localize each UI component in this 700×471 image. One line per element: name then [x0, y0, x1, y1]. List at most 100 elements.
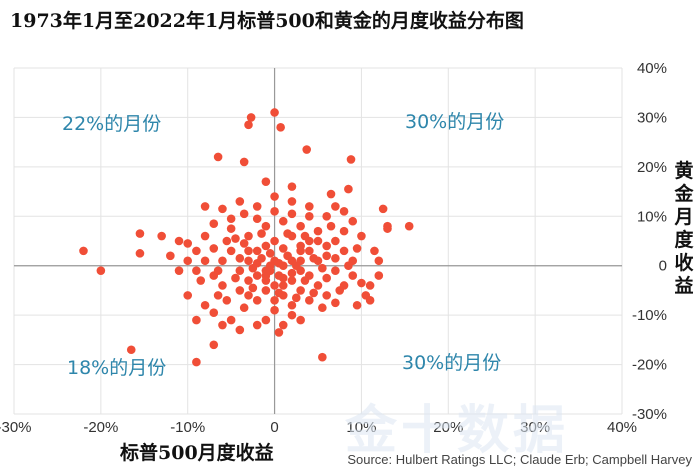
data-point [252, 214, 262, 224]
data-point [166, 251, 175, 261]
data-point [278, 320, 288, 330]
data-point [239, 209, 249, 219]
data-point [274, 328, 284, 337]
data-point [283, 229, 292, 238]
data-point [209, 219, 219, 228]
data-point [313, 281, 323, 290]
data-point [261, 241, 271, 251]
data-point [348, 216, 358, 226]
data-point [174, 266, 184, 275]
data-point [331, 266, 340, 275]
data-point [244, 231, 253, 241]
x-tick-label: 0 [270, 419, 278, 436]
data-point [331, 253, 340, 263]
data-point [239, 239, 249, 248]
data-point [265, 249, 275, 258]
data-point [287, 300, 297, 310]
source-note: Source: Hulbert Ratings LLC; Claude Erb;… [347, 452, 692, 467]
x-tick-label: 40% [607, 419, 637, 436]
data-point [252, 202, 262, 211]
data-point [287, 310, 297, 320]
data-point [257, 229, 266, 238]
data-point [370, 246, 379, 256]
data-point [331, 202, 340, 211]
data-point [383, 224, 392, 233]
data-point [331, 298, 340, 308]
data-point [287, 256, 297, 266]
data-point [157, 231, 166, 241]
data-point [200, 300, 210, 310]
data-point [270, 305, 279, 315]
data-point [235, 325, 245, 335]
data-point [213, 266, 223, 275]
data-point [296, 315, 305, 325]
data-point [218, 281, 227, 290]
data-point [196, 276, 206, 285]
data-point [278, 281, 288, 290]
y-tick-label: -30% [632, 406, 667, 423]
data-point [287, 182, 297, 191]
data-point [261, 177, 271, 186]
data-point [339, 207, 349, 216]
data-point [291, 293, 301, 303]
data-point [231, 273, 240, 283]
data-point [287, 276, 297, 285]
data-point [322, 211, 331, 221]
x-tick-label: -20% [83, 419, 118, 436]
data-point [135, 229, 145, 238]
data-point [287, 268, 297, 278]
data-point [231, 234, 240, 243]
data-point [309, 253, 318, 263]
data-point [278, 261, 288, 271]
y-tick-labels: -30% -20% -10% 0 10% 20% 30% 40% [632, 60, 667, 423]
quadrant-label-bottom-left: 18%的月份 [67, 357, 166, 379]
data-point [302, 145, 312, 154]
data-point [287, 197, 297, 206]
x-tick-label: -10% [170, 419, 205, 436]
data-point [209, 244, 219, 253]
data-point [261, 315, 271, 325]
data-point [322, 241, 331, 251]
data-point [226, 214, 236, 224]
data-point [270, 207, 279, 216]
data-point [346, 155, 356, 164]
x-tick-label: 20% [433, 419, 463, 436]
data-point [248, 263, 258, 273]
data-point [270, 192, 279, 201]
data-point [226, 315, 236, 325]
data-point [244, 256, 253, 266]
data-point [261, 276, 271, 285]
data-point [126, 345, 136, 355]
data-point [213, 291, 223, 300]
y-tick-label: 20% [637, 159, 667, 176]
data-point [239, 303, 249, 313]
data-point [322, 251, 331, 261]
data-point [404, 221, 414, 231]
data-point [246, 113, 256, 122]
y-tick-label: 40% [637, 60, 667, 77]
data-point [96, 266, 106, 275]
data-point [252, 320, 262, 330]
data-point [365, 281, 375, 290]
y-tick-label: -20% [632, 357, 667, 374]
quadrant-label-bottom-right: 30%的月份 [402, 352, 501, 374]
chart-title: 1973年1月至2022年1月标普500和黄金的月度收益分布图 [10, 10, 524, 32]
data-point [174, 236, 184, 246]
x-tick-label: -30% [0, 419, 32, 436]
data-point [374, 256, 384, 266]
data-point [365, 296, 375, 305]
data-point [339, 246, 349, 256]
grid-lines [13, 67, 623, 415]
data-point [252, 271, 262, 280]
data-point [331, 236, 340, 246]
data-point [192, 246, 201, 256]
data-point [296, 221, 305, 231]
data-point [244, 291, 253, 300]
data-point [278, 244, 288, 253]
y-axis-label: 黄金月度收益 [674, 160, 694, 297]
data-point [305, 211, 314, 221]
data-point [318, 263, 327, 273]
data-point [274, 271, 284, 280]
data-point [200, 256, 210, 266]
data-point [318, 303, 327, 313]
